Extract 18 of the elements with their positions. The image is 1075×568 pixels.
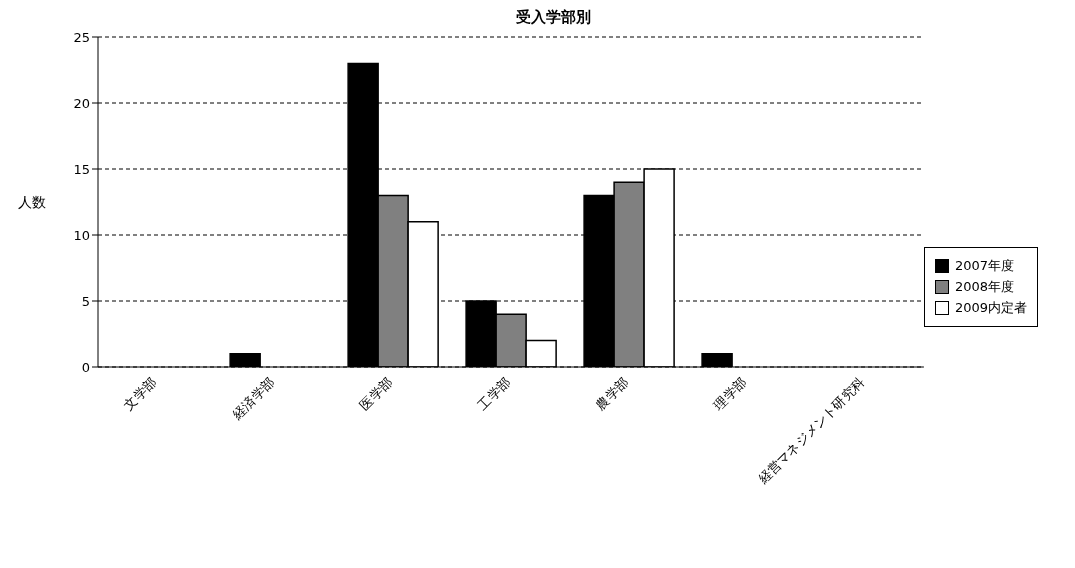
x-tick-label: 経営マネジメント研究科 bbox=[754, 374, 868, 487]
y-tick-label: 25 bbox=[73, 29, 90, 45]
y-tick-label: 15 bbox=[73, 161, 90, 177]
y-tick-label: 20 bbox=[73, 95, 90, 111]
x-tick-label: 医学部 bbox=[356, 374, 396, 413]
x-tick-label: 文学部 bbox=[120, 374, 160, 413]
x-tick-label: 理学部 bbox=[710, 374, 750, 413]
y-tick-label: 0 bbox=[81, 359, 90, 375]
x-tick-label: 工学部 bbox=[474, 374, 514, 413]
y-axis-title: 人数 bbox=[18, 193, 46, 210]
x-tick-label: 農学部 bbox=[592, 374, 632, 413]
x-tick-label: 経済学部 bbox=[229, 374, 278, 423]
y-tick-label: 10 bbox=[73, 227, 90, 243]
chart-title: 受入学部別 bbox=[514, 8, 592, 27]
y-tick-label: 5 bbox=[81, 293, 90, 309]
legend-label: 2009内定者 bbox=[954, 299, 1027, 317]
legend-label: 2007年度 bbox=[954, 257, 1014, 275]
legend-label: 2008年度 bbox=[954, 278, 1014, 296]
